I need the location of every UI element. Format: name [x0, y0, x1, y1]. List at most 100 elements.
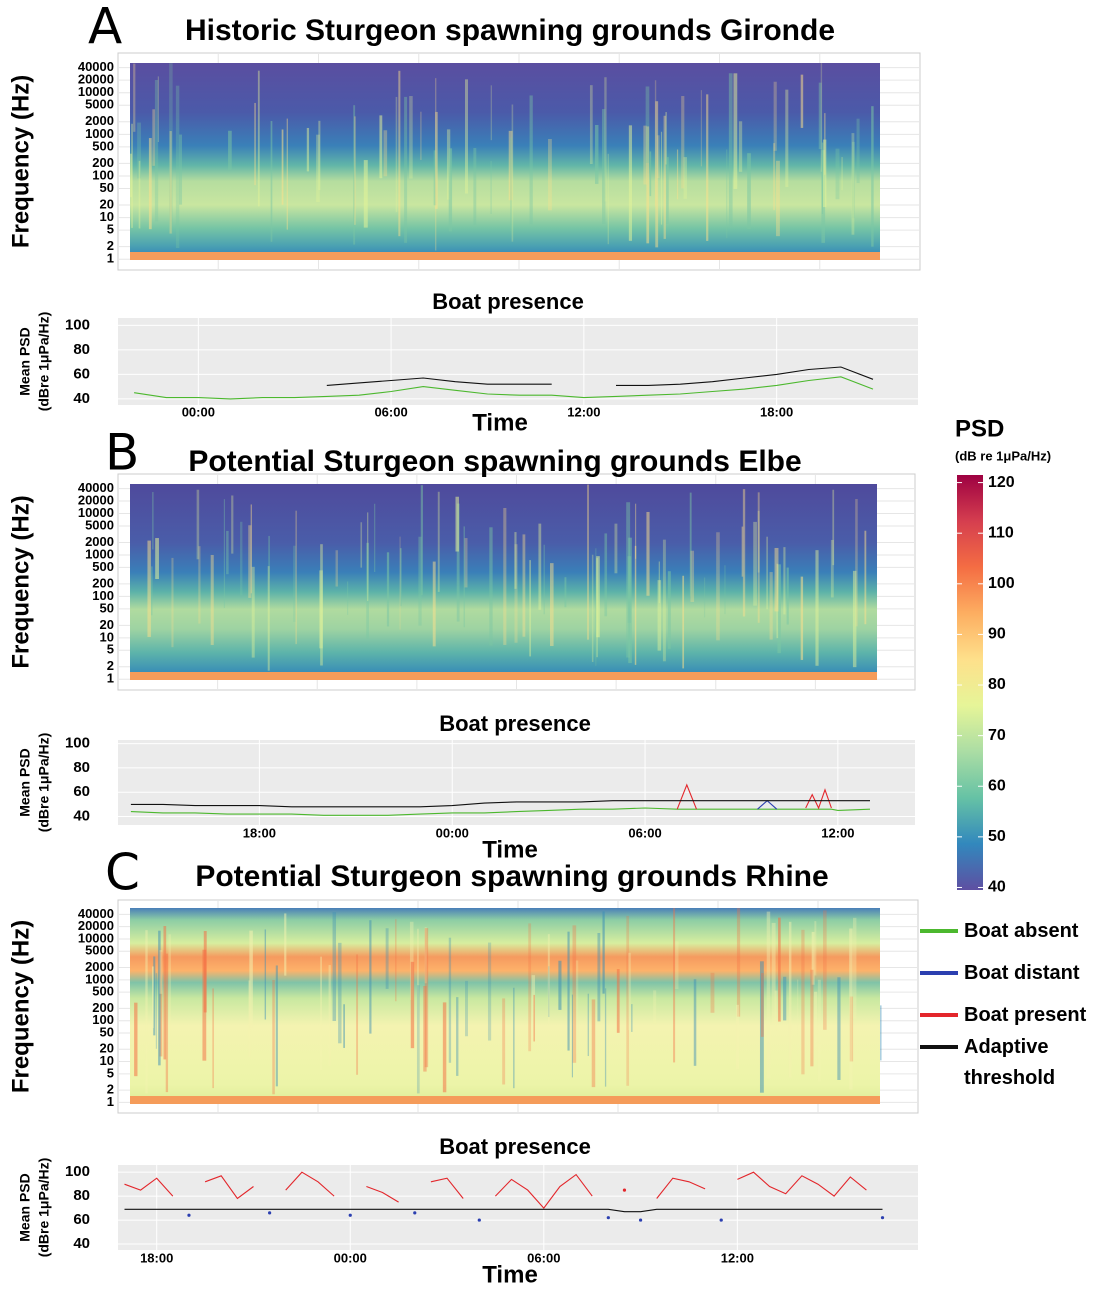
y-tick-label: 10000	[78, 84, 114, 99]
spectrogram-streak	[264, 929, 267, 1020]
spectrogram-streak	[538, 523, 542, 610]
series-line	[124, 1177, 174, 1197]
y-axis-label: Mean PSD	[17, 327, 33, 395]
y-tick-label: 5	[107, 1065, 114, 1080]
y-tick-label: 40	[73, 807, 90, 824]
legend-label: Boat absent	[964, 920, 1079, 942]
spectrogram-streak	[168, 934, 171, 1044]
spectrogram-streak	[852, 570, 857, 668]
spectrogram-streak	[800, 74, 804, 128]
spectrogram-streak	[158, 930, 161, 1066]
spectrogram-streak	[155, 973, 158, 1049]
spectrogram-streak	[657, 580, 662, 651]
spectrogram-streak	[817, 979, 821, 1082]
y-tick-label: 1	[107, 671, 114, 686]
legend-label: Adaptive threshold	[964, 1036, 1056, 1089]
spectrogram-streak	[676, 149, 679, 200]
spectrogram-streak	[432, 561, 436, 647]
spectrogram-streak	[366, 542, 369, 639]
spectrogram-streak	[653, 990, 657, 1024]
x-tick-label: 18:00	[760, 404, 793, 419]
spectrogram-streak	[853, 917, 857, 1019]
spectrogram-streak	[766, 911, 771, 1079]
spectrogram	[130, 484, 877, 680]
spectrogram-streak	[356, 954, 359, 1075]
spectrogram-streak	[410, 961, 415, 1049]
spectrogram-streak	[249, 930, 253, 1028]
spectrogram-streak	[490, 160, 492, 215]
spectrogram-streak	[818, 82, 822, 150]
panel-letter: B	[105, 424, 139, 482]
colorbar-tick-label: 120	[988, 474, 1015, 491]
spectrogram-streak	[281, 129, 284, 205]
y-tick-label: 20	[100, 196, 114, 211]
spectrogram-streak	[797, 979, 799, 1057]
spectrogram-streak	[511, 104, 514, 242]
y-tick-label: 200	[92, 155, 114, 170]
y-tick-label: 1	[107, 251, 114, 266]
spectrogram-streak	[550, 563, 554, 646]
spectrogram-streak	[409, 921, 414, 1001]
colorbar-tick-label: 100	[988, 575, 1015, 592]
spectrogram-streak	[435, 78, 437, 251]
spectrogram-streak	[385, 928, 389, 989]
spectrogram-streak	[643, 125, 647, 185]
spectrogram-streak	[198, 546, 201, 624]
spectrogram-streak	[783, 547, 786, 615]
spectrogram-streak	[662, 539, 666, 662]
spectrogram-streak	[137, 122, 141, 179]
y-tick-label: 5000	[85, 943, 114, 958]
spectrogram-streak	[416, 985, 420, 1094]
spectrogram-streak	[456, 997, 459, 1076]
spectrogram-streak	[398, 70, 401, 237]
y-tick-label: 5000	[85, 97, 114, 112]
spectrogram-streak	[786, 567, 789, 625]
spectrogram-streak	[616, 969, 620, 1033]
spectrogram-streak	[165, 953, 169, 1093]
spectrogram-streak	[547, 934, 550, 1024]
spectrogram-streak	[823, 910, 827, 1030]
y-axis-label: Frequency (Hz)	[7, 495, 34, 668]
chart-title: Historic Sturgeon spawning grounds Giron…	[185, 14, 835, 47]
spectrogram-streak	[306, 127, 310, 172]
spectrogram-streak	[776, 563, 779, 639]
series-line	[285, 1171, 335, 1197]
spectrogram-streak	[597, 932, 601, 1022]
spectrogram-streak	[655, 101, 659, 248]
y-tick-label: 100	[65, 735, 90, 752]
spectrogram-streak	[646, 511, 650, 596]
y-tick-label: 20	[100, 617, 114, 632]
y-tick-label: 1000	[85, 971, 114, 986]
y-tick-label: 1	[107, 1094, 114, 1109]
y-tick-label: 40	[73, 390, 90, 407]
spectrogram-streak	[728, 73, 733, 227]
spectrogram-streak	[771, 922, 776, 1025]
spectrogram-streak	[683, 157, 687, 199]
spectrogram-streak	[369, 920, 372, 1034]
spectrogram-streak	[134, 1002, 138, 1077]
spectrogram-streak	[399, 536, 401, 630]
spectrogram-streak	[152, 492, 154, 550]
spectrogram-streak	[473, 148, 477, 225]
spectrogram-streak	[736, 1004, 739, 1070]
spectrogram-streak	[131, 123, 133, 228]
spectrogram-streak	[130, 153, 132, 198]
spectrogram-streak	[320, 956, 322, 1071]
y-tick-label: 500	[92, 984, 114, 999]
y-tick-label: 40	[73, 1235, 90, 1252]
x-tick-label: 00:00	[182, 404, 215, 419]
spectrogram-streak	[757, 492, 760, 623]
spectrogram-streak	[788, 921, 792, 1078]
spectrogram-streak	[595, 548, 597, 666]
spectrogram-streak	[420, 485, 423, 596]
y-tick-label: 200	[92, 1000, 114, 1015]
spectrogram-streak	[226, 530, 229, 575]
y-tick-label: 1000	[85, 546, 114, 561]
x-tick-label: 00:00	[334, 1250, 367, 1265]
spectrogram-streak	[663, 115, 666, 239]
series-line	[204, 1175, 254, 1200]
spectrogram-streak	[316, 134, 320, 203]
spectrogram-streak	[417, 928, 419, 1030]
spectrogram-streak	[835, 148, 840, 200]
